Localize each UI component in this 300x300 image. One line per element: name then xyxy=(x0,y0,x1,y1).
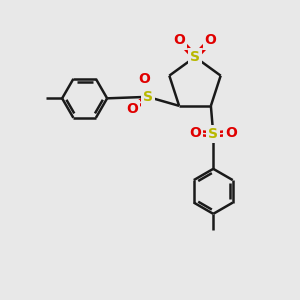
Text: O: O xyxy=(189,126,201,140)
Text: S: S xyxy=(190,50,200,64)
Text: O: O xyxy=(173,34,185,47)
Text: S: S xyxy=(208,127,218,141)
Text: O: O xyxy=(225,126,237,140)
Text: O: O xyxy=(205,34,217,47)
Text: O: O xyxy=(139,72,151,86)
Text: S: S xyxy=(142,90,153,104)
Text: O: O xyxy=(126,102,138,116)
